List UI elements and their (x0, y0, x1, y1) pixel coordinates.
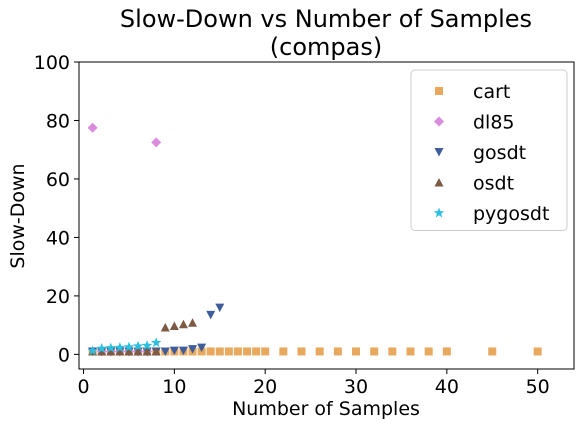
data-point-osdt (124, 346, 134, 356)
legend-marker-osdt (434, 178, 444, 187)
data-point-cart (233, 347, 242, 356)
legend-marker-dl85 (434, 116, 444, 127)
data-point-osdt (188, 318, 198, 327)
data-point-osdt (97, 346, 107, 356)
data-point-cart (533, 347, 542, 356)
chart-title-line-1: Slow-Down vs Number of Samples (120, 5, 532, 33)
legend-label-cart: cart (473, 81, 510, 103)
series-pygosdt (87, 337, 162, 356)
legend-entry-gosdt: gosdt (434, 142, 526, 164)
data-point-cart (224, 347, 233, 356)
data-point-pygosdt (105, 342, 117, 353)
data-point-dl85 (151, 137, 162, 148)
x-tick-label: 30 (344, 376, 368, 398)
chart-title: Slow-Down vs Number of Samples (compas) (120, 5, 532, 61)
x-tick-label: 40 (435, 376, 459, 398)
data-point-gosdt (178, 346, 188, 356)
series-dl85 (87, 122, 162, 357)
data-point-cart (352, 347, 361, 356)
x-tick-label: 0 (77, 376, 89, 398)
data-point-gosdt (197, 343, 207, 353)
data-point-osdt (106, 346, 116, 356)
data-point-osdt (115, 346, 125, 356)
legend-marker-gosdt (434, 148, 444, 157)
plot-area (87, 122, 542, 357)
legend-label-dl85: dl85 (473, 112, 515, 134)
x-tick-label: 50 (526, 376, 550, 398)
legend-entry-dl85: dl85 (434, 112, 515, 134)
data-point-pygosdt (114, 342, 126, 353)
data-point-pygosdt (123, 341, 135, 352)
data-point-cart (442, 347, 451, 356)
data-point-cart (279, 347, 288, 356)
data-point-osdt (178, 319, 188, 329)
data-point-gosdt (206, 310, 216, 320)
data-point-cart (206, 347, 215, 356)
legend-entry-pygosdt: pygosdt (433, 203, 549, 225)
data-point-osdt (169, 321, 179, 331)
data-point-pygosdt (87, 345, 98, 356)
plot-frame (78, 61, 575, 370)
y-tick-label: 60 (46, 169, 70, 191)
legend-label-gosdt: gosdt (473, 142, 526, 164)
data-point-cart (406, 347, 415, 356)
data-point-gosdt (188, 345, 198, 354)
legend-label-osdt: osdt (473, 173, 514, 195)
y-tick-label: 0 (58, 344, 70, 366)
legend-marker-pygosdt (433, 207, 445, 218)
legend-box (410, 69, 568, 231)
data-point-cart (297, 347, 306, 356)
y-tick-label: 80 (46, 110, 70, 132)
data-point-cart (388, 347, 397, 356)
data-point-pygosdt (96, 343, 107, 353)
data-point-cart (261, 347, 270, 356)
data-point-cart (333, 347, 342, 356)
data-point-cart (215, 347, 224, 356)
data-point-dl85 (87, 122, 98, 133)
data-point-pygosdt (150, 337, 162, 348)
data-point-cart (243, 347, 252, 356)
data-point-osdt (133, 346, 143, 356)
y-axis-label: Slow-Down (7, 163, 29, 268)
data-point-cart (488, 347, 497, 356)
data-point-gosdt (169, 346, 179, 356)
data-point-osdt (151, 346, 161, 356)
y-tick-label: 100 (34, 52, 70, 74)
legend-entry-osdt: osdt (434, 173, 514, 195)
x-axis-label: Number of Samples (232, 398, 420, 420)
data-point-gosdt (215, 303, 225, 313)
legend: cart dl85 gosdt osdt pygosdt (410, 69, 568, 231)
legend-label-pygosdt: pygosdt (473, 203, 549, 225)
x-tick-label: 20 (253, 376, 277, 398)
legend-entry-cart: cart (435, 81, 510, 103)
data-point-cart (315, 347, 324, 356)
data-point-pygosdt (141, 340, 153, 351)
data-point-osdt (160, 322, 170, 332)
data-point-osdt (142, 346, 152, 356)
data-point-cart (424, 347, 433, 356)
data-point-cart (370, 347, 379, 356)
chart-title-line-2: (compas) (270, 33, 382, 61)
data-point-gosdt (160, 347, 170, 356)
legend-marker-cart (435, 87, 443, 95)
y-tick-label: 20 (46, 286, 70, 308)
data-point-cart (252, 347, 261, 356)
x-tick-label: 10 (162, 376, 186, 398)
axes: 0 10 20 30 40 50 0 20 40 60 80 100 (34, 52, 575, 398)
data-point-pygosdt (132, 340, 144, 351)
y-tick-label: 40 (46, 227, 70, 249)
